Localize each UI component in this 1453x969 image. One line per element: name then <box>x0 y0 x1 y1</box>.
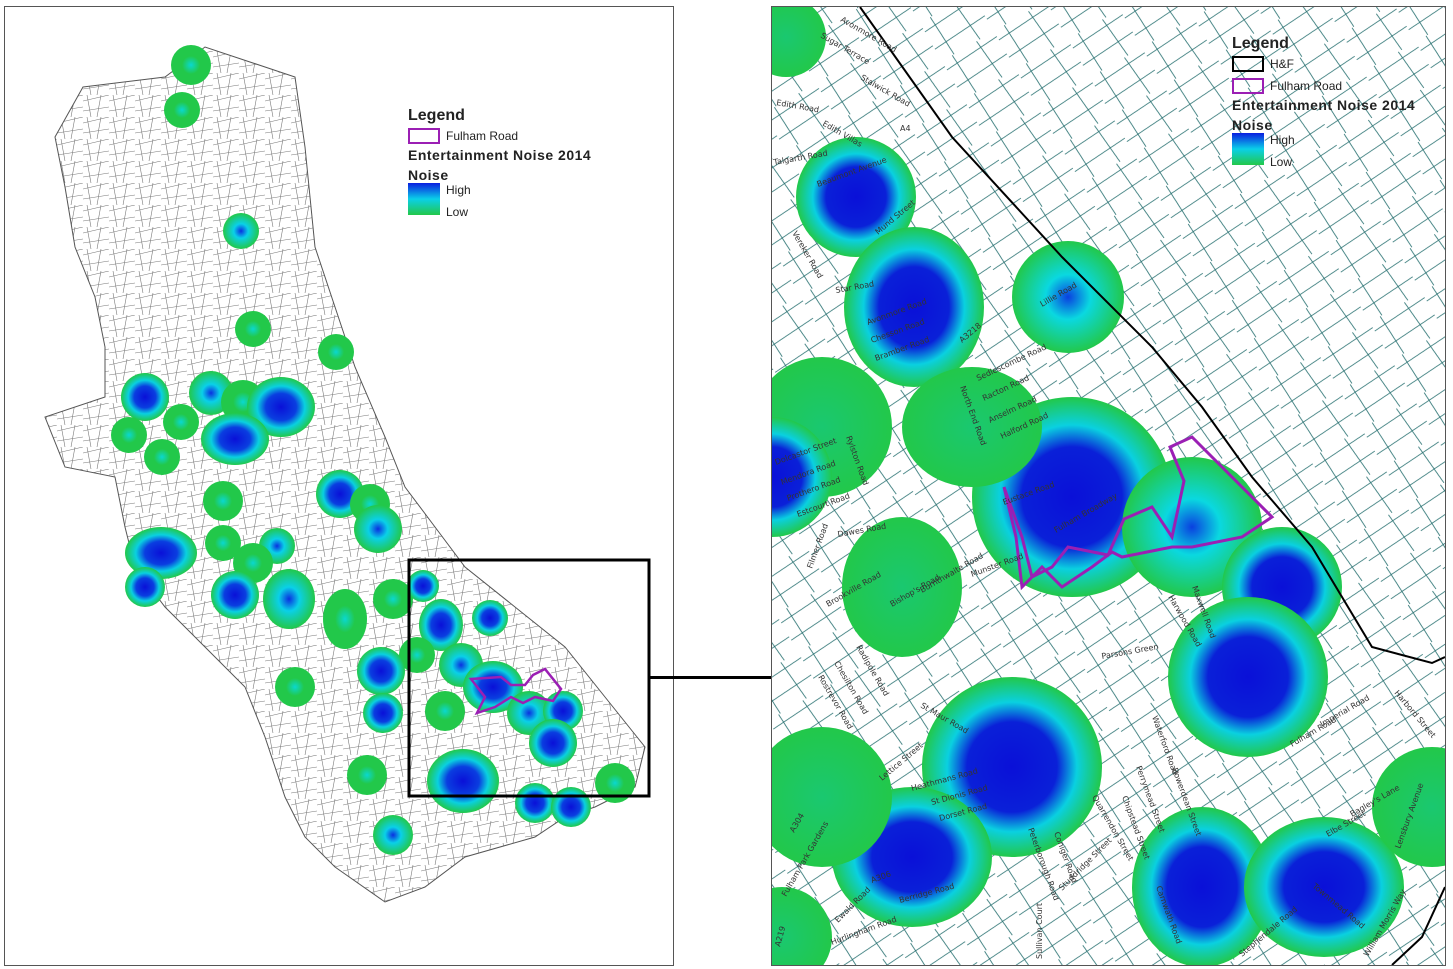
legend-field-title-right: Noise <box>1232 117 1273 133</box>
legend-low-label: Low <box>446 205 469 219</box>
fulham-road-outline-right <box>1002 435 1275 591</box>
overview-map-canvas <box>44 45 651 903</box>
hf-boundary-south <box>1391 886 1445 965</box>
svg-text:A4: A4 <box>900 124 911 133</box>
legend-high-label-right: High <box>1270 133 1295 147</box>
legend-title-right: Legend <box>1232 35 1289 52</box>
legend-high-label: High <box>446 183 471 197</box>
legend-gradient-right: High Low <box>1232 133 1415 169</box>
zoomed-hotspots <box>772 7 1445 965</box>
overview-map[interactable]: Legend Fulham Road Entertainment Noise 2… <box>4 6 674 966</box>
legend-row-fulham: Fulham Road <box>408 125 591 147</box>
zoomed-map[interactable]: Avonmore Road Sugar Terrace Stalwick Roa… <box>771 6 1446 966</box>
svg-text:Sullivan Court: Sullivan Court <box>1035 903 1044 959</box>
hf-boundary <box>859 7 1445 665</box>
fulham-road-outline-left <box>468 667 563 716</box>
fulham-road-swatch-right <box>1232 78 1264 94</box>
legend-row-hf: H&F <box>1232 53 1415 75</box>
zoomed-legend: Legend H&F Fulham Road Entertainment Noi… <box>1232 35 1415 169</box>
hf-swatch <box>1232 56 1264 72</box>
fulham-road-swatch <box>408 128 440 144</box>
noise-gradient-swatch-right <box>1232 133 1264 165</box>
zoomed-map-canvas: Avonmore Road Sugar Terrace Stalwick Roa… <box>772 7 1445 965</box>
legend-hf-label: H&F <box>1270 57 1294 71</box>
zoom-connector-line <box>648 676 771 679</box>
legend-row-fulham-right: Fulham Road <box>1232 75 1415 97</box>
legend-layer-title-right: Entertainment Noise 2014 <box>1232 97 1416 113</box>
overview-legend: Legend Fulham Road Entertainment Noise 2… <box>408 107 591 219</box>
noise-gradient-swatch <box>408 183 440 215</box>
legend-title: Legend <box>408 107 465 124</box>
legend-layer-title: Entertainment Noise 2014 <box>408 147 592 163</box>
legend-low-label-right: Low <box>1270 155 1293 169</box>
legend-fulham-label: Fulham Road <box>446 129 519 143</box>
legend-fulham-label-right: Fulham Road <box>1270 79 1343 93</box>
legend-gradient: High Low <box>408 183 591 219</box>
legend-field-title: Noise <box>408 167 449 183</box>
